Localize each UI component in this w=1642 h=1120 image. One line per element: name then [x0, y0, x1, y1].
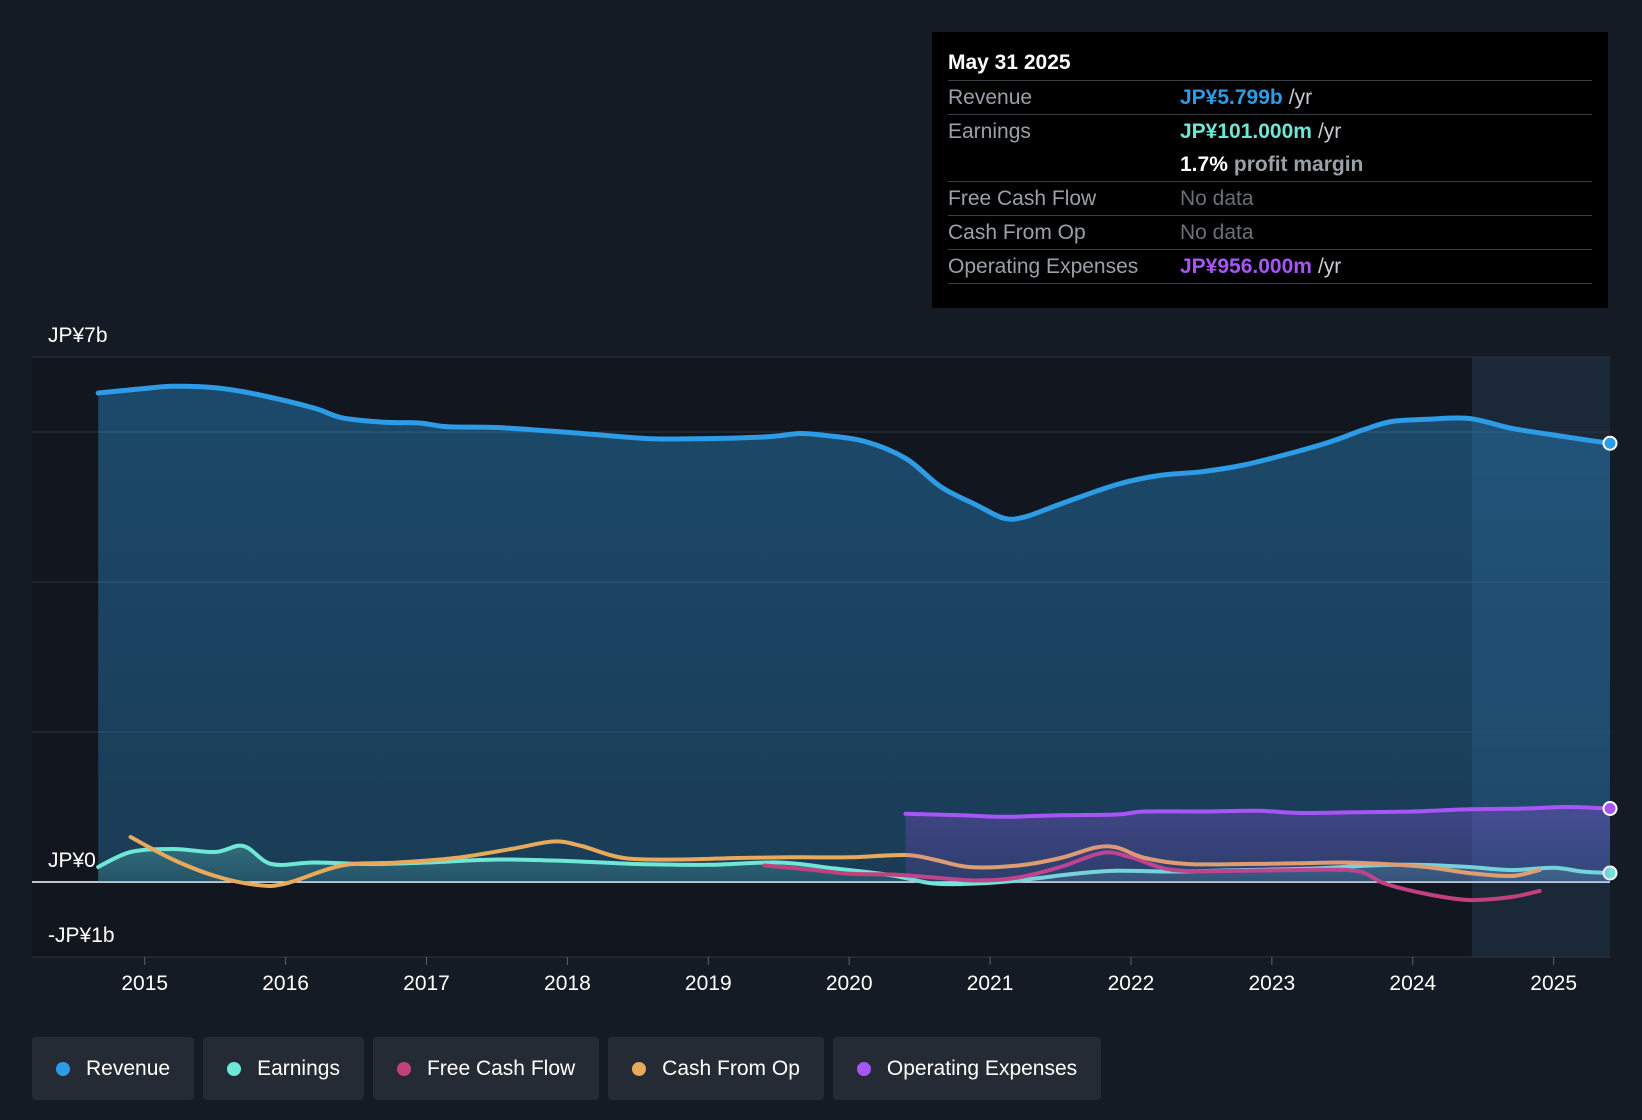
x-axis-label: 2017 — [403, 972, 450, 995]
tooltip-label: Cash From Op — [948, 221, 1086, 244]
y-axis-label: -JP¥1b — [48, 924, 115, 947]
tooltip-label — [948, 148, 1180, 181]
x-axis-label: 2021 — [967, 972, 1014, 995]
legend-item-revenue[interactable]: Revenue — [32, 1037, 195, 1100]
x-axis-label: 2016 — [262, 972, 309, 995]
tooltip-date: May 31 2025 — [948, 51, 1071, 74]
series-area-operating-expenses — [905, 807, 1610, 882]
legend-item-free-cash-flow[interactable]: Free Cash Flow — [372, 1037, 600, 1100]
series-line-operating-expenses — [903, 805, 1612, 819]
tooltip-row-free-cash-flow: Free Cash Flow No data — [948, 181, 1592, 215]
series-end-marker-operating-expenses — [1602, 801, 1618, 816]
tooltip-row-cash-from-op: Cash From Op No data — [948, 215, 1592, 249]
tooltip-divider — [948, 283, 1592, 284]
legend-item-operating-expenses[interactable]: Operating Expenses — [832, 1037, 1102, 1100]
tooltip-row-revenue: Revenue JP¥5.799b /yr — [948, 80, 1592, 114]
x-axis-label: 2025 — [1530, 972, 1577, 995]
legend-label: Free Cash Flow — [426, 1056, 576, 1080]
tooltip-label: Revenue — [948, 86, 1033, 109]
tooltip-row-earnings: Earnings JP¥101.000m /yr — [948, 114, 1592, 148]
tooltip-value: No data — [1180, 221, 1254, 244]
tooltip-panel: May 31 2025 Revenue JP¥5.799b /yr Earnin… — [932, 32, 1608, 308]
tooltip-unit: /yr — [1288, 86, 1313, 109]
tooltip-row-operating-expenses: Operating Expenses JP¥956.000m /yr — [948, 249, 1592, 283]
x-axis-label: 2020 — [826, 972, 873, 995]
tooltip-value: No data — [1180, 187, 1254, 210]
series-area-revenue — [98, 386, 1611, 882]
legend: Revenue Earnings Free Cash Flow Cash Fro… — [32, 1037, 1102, 1100]
series-end-marker-revenue — [1602, 435, 1618, 451]
legend-dot-icon — [227, 1061, 242, 1076]
x-axis-label: 2018 — [544, 972, 591, 995]
tooltip-value: JP¥101.000m — [1180, 120, 1312, 143]
y-axis-label: JP¥0 — [48, 849, 96, 872]
x-axis-label: 2024 — [1389, 972, 1436, 995]
legend-dot-icon — [56, 1061, 70, 1076]
legend-item-cash-from-op[interactable]: Cash From Op — [608, 1037, 824, 1100]
tooltip-unit: profit margin — [1233, 153, 1364, 176]
tooltip-unit: /yr — [1317, 255, 1342, 278]
legend-label: Operating Expenses — [886, 1056, 1078, 1080]
tooltip-label: Operating Expenses — [948, 255, 1139, 278]
y-axis-label: JP¥7b — [48, 324, 108, 347]
series-line-revenue — [95, 383, 1613, 522]
tooltip-value: 1.7% — [1180, 153, 1228, 176]
tooltip-value: JP¥5.799b — [1180, 86, 1283, 109]
legend-label: Earnings — [257, 1056, 340, 1080]
tooltip-unit: /yr — [1317, 120, 1342, 143]
x-axis-label: 2022 — [1108, 972, 1155, 995]
legend-label: Revenue — [86, 1056, 171, 1080]
legend-item-earnings[interactable]: Earnings — [203, 1037, 364, 1100]
tooltip-row-profit-margin: 1.7% profit margin — [948, 148, 1592, 181]
legend-label: Cash From Op — [662, 1056, 800, 1080]
x-axis-label: 2023 — [1248, 972, 1295, 995]
tooltip-label: Earnings — [948, 120, 1031, 143]
x-axis-label: 2015 — [121, 972, 168, 995]
x-axis-label: 2019 — [685, 972, 732, 995]
legend-dot-icon — [856, 1061, 871, 1076]
legend-dot-icon — [396, 1061, 411, 1076]
tooltip-label: Free Cash Flow — [948, 187, 1097, 210]
legend-dot-icon — [632, 1061, 647, 1076]
tooltip-value: JP¥956.000m — [1180, 255, 1312, 278]
